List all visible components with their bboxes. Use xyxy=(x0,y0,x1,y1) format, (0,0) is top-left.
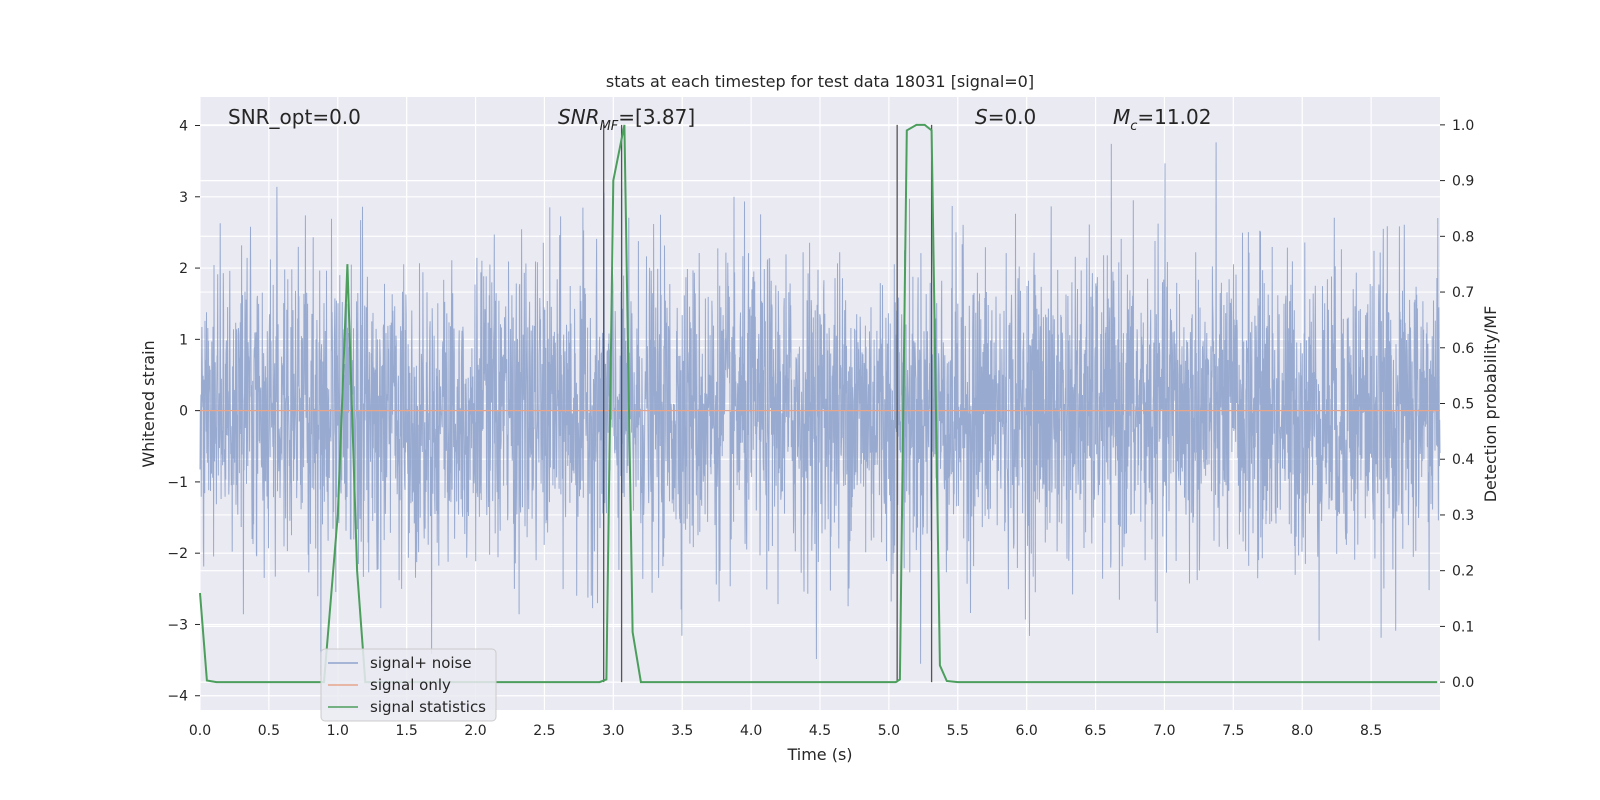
y-right-tick-label: 1.0 xyxy=(1452,118,1474,134)
x-tick-label: 5.0 xyxy=(878,723,900,739)
annotation-snr-opt: SNR_opt=0.0 xyxy=(228,105,361,129)
annotation-snr-mf-sub: MF xyxy=(600,119,619,134)
annotation-mc: Mc=11.02 xyxy=(1113,105,1211,134)
y-right-tick-label: 0.8 xyxy=(1452,229,1474,245)
annotation-mc-sub: c xyxy=(1130,119,1137,134)
signal-noise-series xyxy=(199,142,1441,676)
x-tick-label: 0.5 xyxy=(258,723,280,739)
x-tick-label: 7.5 xyxy=(1222,723,1244,739)
x-tick-label: 5.5 xyxy=(947,723,969,739)
x-tick-label: 8.5 xyxy=(1360,723,1382,739)
y-right-tick-label: 0.2 xyxy=(1452,564,1474,580)
x-tick-label: 6.5 xyxy=(1084,723,1106,739)
y-right-tick-label: 0.5 xyxy=(1452,397,1474,413)
vertical-marker-lines xyxy=(603,124,933,683)
annotation-s: S=0.0 xyxy=(975,105,1036,129)
signal-statistics-line xyxy=(199,123,1438,684)
annotation-s-main: S xyxy=(975,105,988,129)
annotation-mc-main: M xyxy=(1113,105,1130,129)
legend-label-signal-statistics: signal statistics xyxy=(370,698,486,716)
x-tick-label: 3.5 xyxy=(671,723,693,739)
annotation-mc-value: =11.02 xyxy=(1137,105,1211,129)
y-left-tick-label: 2 xyxy=(179,261,188,277)
y-right-tick-label: 0.9 xyxy=(1452,174,1474,190)
y-right-tick-label: 0.4 xyxy=(1452,452,1474,468)
y-left-tick-label: −2 xyxy=(167,546,188,562)
y-left-tick-label: −4 xyxy=(167,689,188,705)
x-tick-label: 6.0 xyxy=(1016,723,1038,739)
y-left-tick-label: 3 xyxy=(179,190,188,206)
signal-statistics-series xyxy=(199,123,1438,684)
annotation-snr-mf-main: SNR xyxy=(558,105,600,129)
y-right-tick-labels: 1.0 0.9 0.8 0.7 0.6 0.5 0.4 0.3 0.2 0.1 0.0 xyxy=(1440,118,1474,691)
y-left-tick-label: 1 xyxy=(179,332,188,348)
x-tick-label: 8.0 xyxy=(1291,723,1313,739)
annotation-s-value: =0.0 xyxy=(988,105,1037,129)
y-left-tick-label: 0 xyxy=(179,404,188,420)
annotation-snr-mf-value: =[3.87] xyxy=(618,105,695,129)
y-left-tick-labels: 4 3 2 1 0 −1 −2 −3 −4 xyxy=(167,119,200,705)
y-left-tick-label: 4 xyxy=(179,119,188,135)
y-left-tick-label: −3 xyxy=(167,617,188,633)
y-left-axis-label: Whitened strain xyxy=(139,340,158,467)
x-tick-label: 2.5 xyxy=(533,723,555,739)
y-right-tick-label: 0.0 xyxy=(1452,675,1474,691)
x-tick-label: 3.0 xyxy=(602,723,624,739)
y-left-tick-label: −1 xyxy=(167,475,188,491)
y-right-tick-label: 0.6 xyxy=(1452,341,1474,357)
x-tick-label: 0.0 xyxy=(189,723,211,739)
legend: signal+ noise signal only signal statist… xyxy=(320,648,497,722)
x-tick-labels: 0.0 0.5 1.0 1.5 2.0 2.5 3.0 3.5 4.0 4.5 5.0 5.5 6.0 6… xyxy=(189,723,1382,739)
y-right-tick-label: 0.3 xyxy=(1452,508,1474,524)
legend-label-signal-only: signal only xyxy=(370,676,451,694)
legend-label-signal-noise: signal+ noise xyxy=(370,654,472,672)
x-tick-label: 4.5 xyxy=(809,723,831,739)
x-tick-label: 1.5 xyxy=(396,723,418,739)
x-tick-label: 2.0 xyxy=(464,723,486,739)
signal-noise-line xyxy=(199,142,1441,676)
x-axis-label: Time (s) xyxy=(786,745,852,764)
y-right-tick-label: 0.1 xyxy=(1452,619,1474,635)
y-right-axis-label: Detection probability/MF xyxy=(1481,306,1500,503)
legend-box xyxy=(320,648,497,722)
x-tick-label: 7.0 xyxy=(1153,723,1175,739)
y-right-tick-label: 0.7 xyxy=(1452,285,1474,301)
x-tick-label: 1.0 xyxy=(327,723,349,739)
annotation-snr-mf: SNRMF=[3.87] xyxy=(558,105,695,134)
x-tick-label: 4.0 xyxy=(740,723,762,739)
chart-title: stats at each timestep for test data 180… xyxy=(606,72,1034,91)
